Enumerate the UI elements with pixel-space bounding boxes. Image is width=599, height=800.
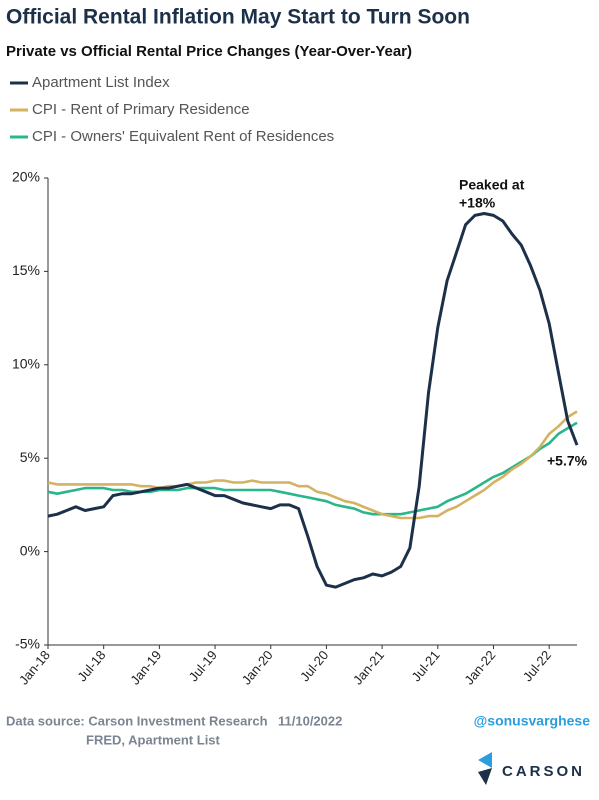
- x-tick-label: Jul-20: [297, 647, 331, 684]
- handle: @sonusvarghese: [474, 713, 591, 729]
- legend-label: CPI - Owners' Equivalent Rent of Residen…: [32, 128, 334, 145]
- logo: [478, 752, 492, 785]
- line-series: [47, 421, 578, 516]
- legend-label: Apartment List Index: [32, 74, 170, 91]
- source: Data source: Carson Investment Research: [6, 713, 268, 728]
- annotation: Peaked at: [459, 177, 525, 193]
- x-tick-label: Jan-20: [239, 647, 276, 687]
- x-tick-label: Jul-19: [186, 647, 220, 684]
- y-tick-label: 5%: [20, 449, 40, 465]
- x-tick-label: Jul-18: [74, 647, 108, 684]
- x-tick-label: Jan-18: [16, 647, 53, 687]
- y-tick-label: 20%: [12, 169, 40, 185]
- x-tick-label: Jan-22: [461, 647, 498, 687]
- annotation: +5.7%: [547, 453, 588, 469]
- x-tick-label: Jan-19: [127, 647, 164, 687]
- x-tick-label: Jul-21: [408, 647, 442, 684]
- line-series: [47, 212, 579, 589]
- y-tick-label: 10%: [12, 356, 40, 372]
- chart-subtitle: Private vs Official Rental Price Changes…: [6, 43, 412, 60]
- source: FRED, Apartment List: [86, 732, 221, 747]
- x-tick-label: Jan-21: [350, 647, 387, 687]
- brand: CARSON: [502, 763, 585, 780]
- source-date: 11/10/2022: [278, 713, 342, 728]
- y-tick-label: 15%: [12, 262, 40, 278]
- annotation: +18%: [459, 195, 496, 211]
- y-tick-label: -5%: [15, 636, 40, 652]
- line-series: [47, 410, 578, 520]
- y-tick-label: 0%: [20, 542, 40, 558]
- x-tick-label: Jul-22: [520, 647, 554, 684]
- legend-label: CPI - Rent of Primary Residence: [32, 101, 250, 118]
- chart-title: Official Rental Inflation May Start to T…: [6, 6, 470, 29]
